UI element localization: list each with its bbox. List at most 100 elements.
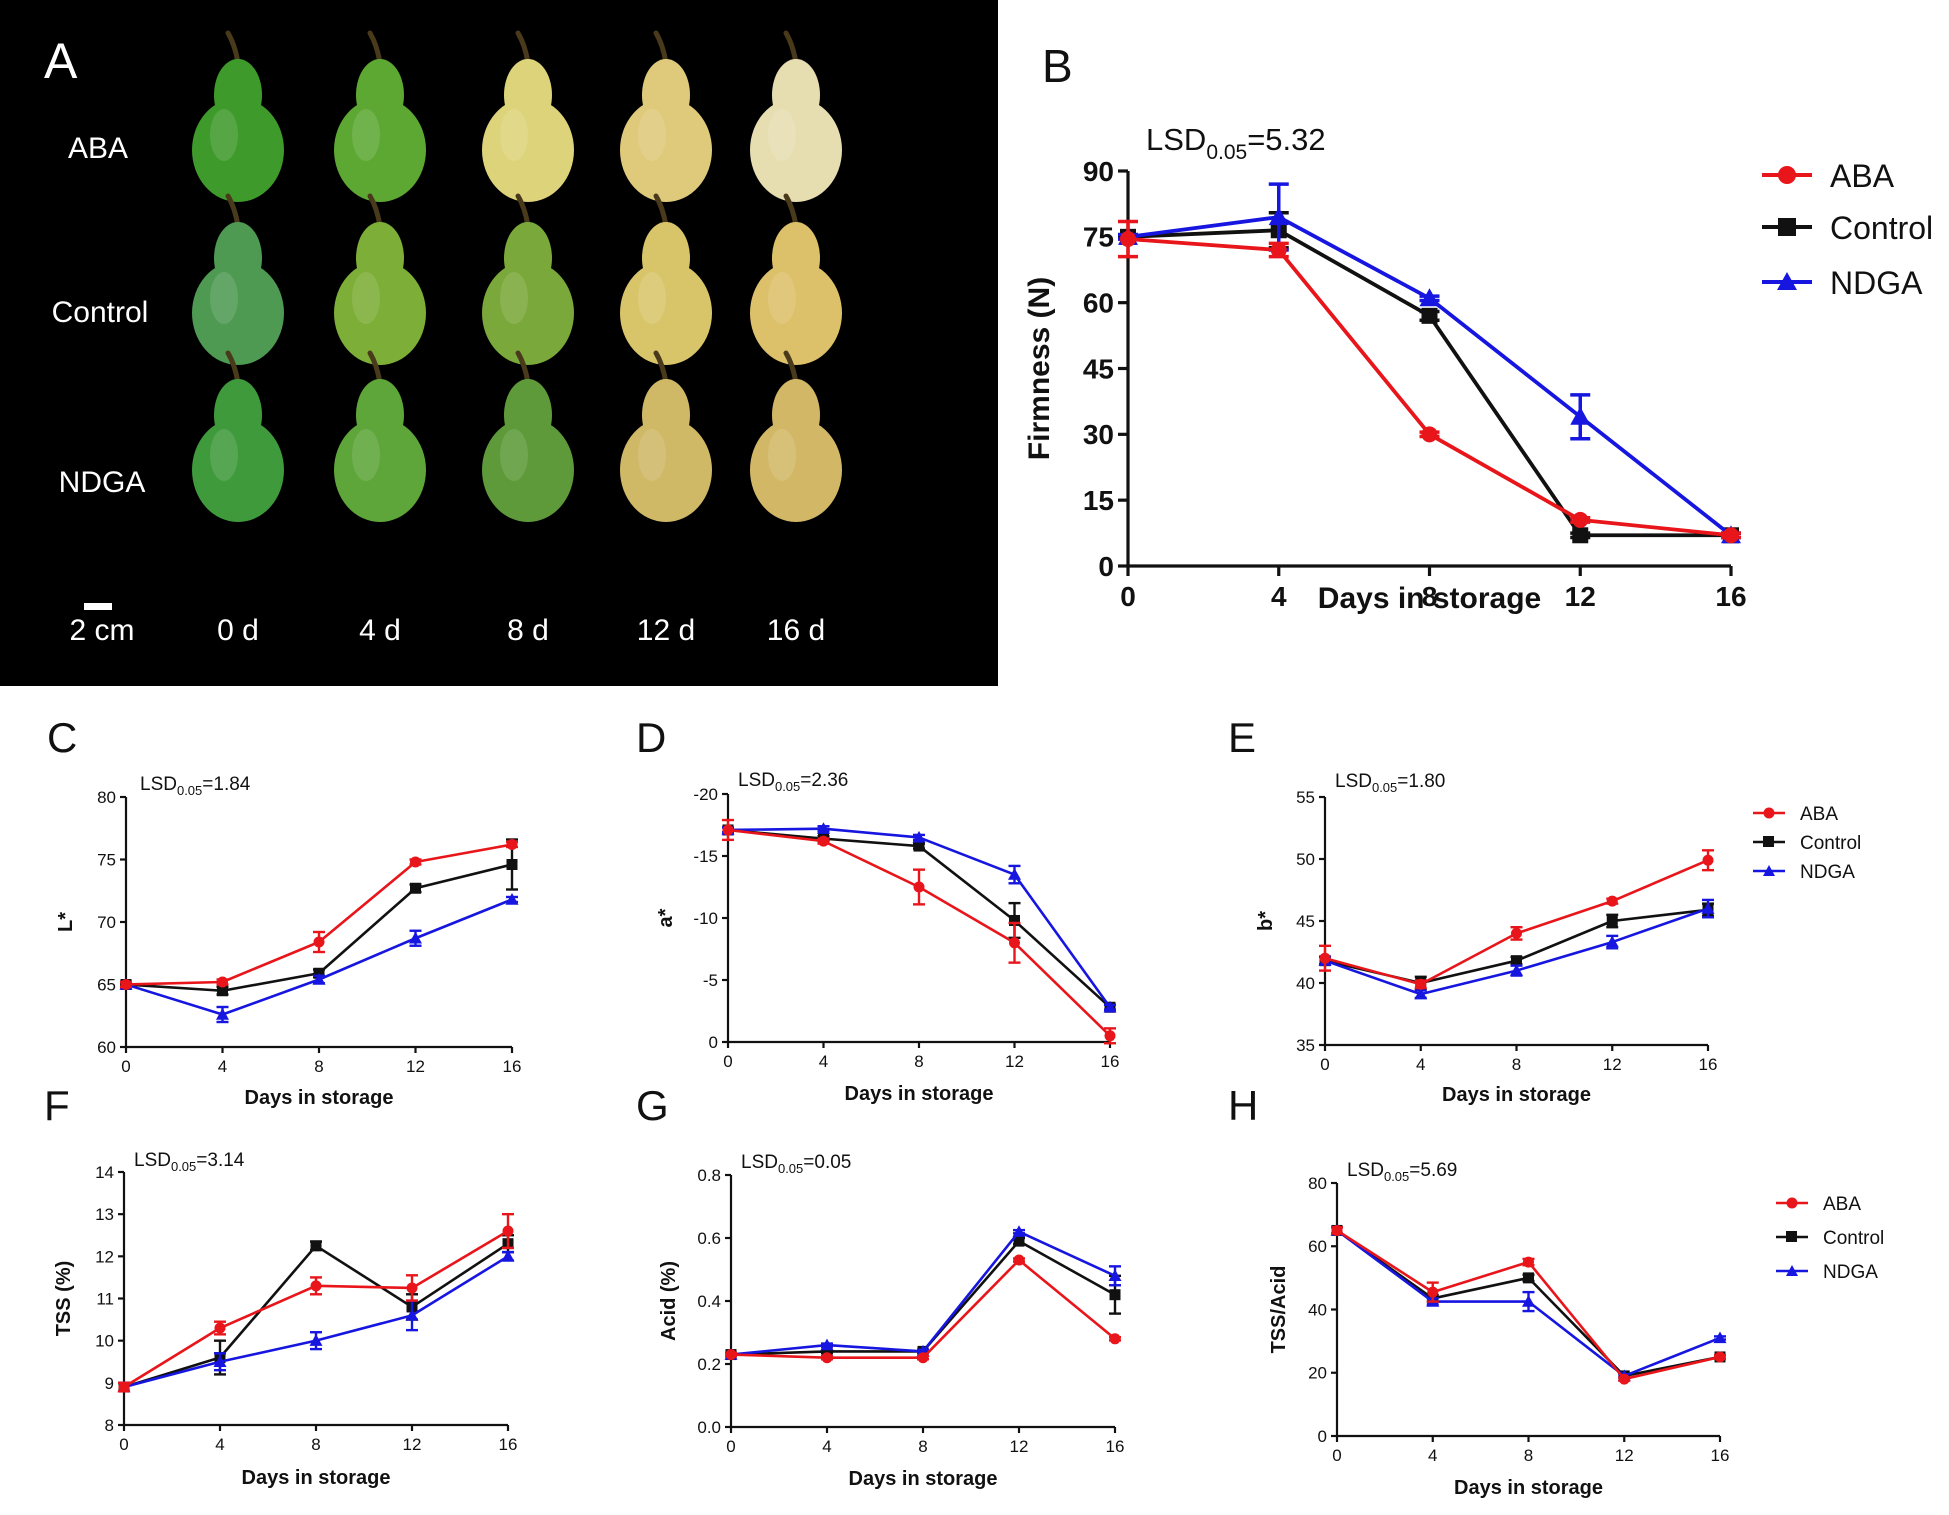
y-tick-label: 40: [1296, 974, 1315, 993]
lsd-annotation: LSD0.05=1.80: [1335, 771, 1445, 795]
legend-h-control-marker: [1786, 1231, 1797, 1242]
data-point: [1103, 1000, 1117, 1013]
data-point: [217, 976, 228, 988]
day-label-16: 16 d: [767, 614, 825, 647]
data-point: [1120, 231, 1136, 248]
y-tick-label: 0.4: [697, 1292, 721, 1311]
y-tick-label: 8: [105, 1416, 114, 1435]
legend-h-control-label: Control: [1823, 1228, 1884, 1249]
x-tick-label: 0: [119, 1435, 128, 1454]
pear-body: [750, 261, 842, 365]
y-axis-title: a*: [655, 908, 677, 927]
data-point: [722, 824, 734, 836]
y-tick-label: 90: [1083, 156, 1114, 187]
y-axis-title: L*: [55, 912, 77, 932]
series-aba: [722, 818, 1116, 1045]
data-point: [1108, 1269, 1122, 1281]
legend-e-control-marker: [1763, 836, 1774, 847]
data-point: [1618, 1373, 1630, 1385]
series-control: [1118, 210, 1741, 544]
x-tick-label: 12: [406, 1057, 425, 1076]
pear-body: [620, 98, 712, 202]
pear-highlight: [638, 429, 666, 481]
series-line: [123, 1255, 509, 1389]
y-tick-label: -20: [693, 785, 718, 804]
photo-row-label-ndga: NDGA: [59, 466, 146, 499]
data-point: [1268, 207, 1289, 226]
legend-b-control-label: Control: [1830, 210, 1933, 246]
photo-row-label-control: Control: [52, 296, 149, 329]
pear-body: [620, 261, 712, 365]
data-point: [1702, 854, 1714, 866]
y-axis-title: b*: [1255, 911, 1277, 931]
y-tick-label: 12: [95, 1247, 114, 1266]
pear-highlight: [500, 109, 528, 161]
x-tick-label: 4: [1271, 581, 1287, 612]
data-point: [821, 1345, 833, 1357]
data-point: [214, 1322, 226, 1334]
pear-fruit: [334, 30, 426, 202]
pear-body: [334, 418, 426, 522]
pear-highlight: [768, 272, 796, 324]
pear-body: [192, 418, 284, 522]
lsd-annotation: LSD0.05=3.14: [134, 1150, 245, 1174]
series-aba: [120, 839, 518, 990]
y-tick-label: 60: [1308, 1237, 1327, 1256]
y-tick-label: 60: [1083, 287, 1114, 318]
data-point: [1714, 1351, 1726, 1363]
x-tick-label: 12: [1615, 1446, 1634, 1465]
pear-body: [192, 98, 284, 202]
legend-b-control-marker: [1778, 218, 1796, 236]
series-control: [120, 838, 518, 997]
pear-fruit: [482, 350, 574, 522]
y-tick-label: 50: [1296, 850, 1315, 869]
y-tick-label: 60: [97, 1038, 116, 1057]
y-tick-label: 80: [1308, 1174, 1327, 1193]
data-point: [216, 1008, 229, 1020]
series-ndga: [724, 1225, 1122, 1360]
scale-bar: [84, 603, 112, 610]
series-line: [730, 1239, 1116, 1356]
data-point: [120, 979, 132, 990]
chart-panel-c: C LSD0.05=1.84 60 65 70 75 80 0 4 8 12 16 Days in st…: [47, 714, 521, 1109]
x-axis-title: Days in storage: [1318, 582, 1541, 615]
legend-b-ndga-marker: [1777, 272, 1797, 290]
pear-fruit: [482, 30, 574, 202]
data-point: [1009, 914, 1020, 926]
y-tick-label: 45: [1296, 912, 1315, 931]
data-point: [1008, 868, 1021, 880]
pear-body: [334, 98, 426, 202]
series-ndga: [1330, 1223, 1727, 1382]
chart-panel-f: F LSD0.05=3.14 8 9 10 11 12 13 14 0 4 8 12 16 Days in …: [44, 1082, 517, 1489]
data-point: [310, 1240, 322, 1252]
data-point: [1013, 1235, 1025, 1247]
legend-b-ndga-label: NDGA: [1830, 265, 1923, 301]
series-aba: [1118, 219, 1741, 544]
y-tick-label: 30: [1083, 419, 1114, 450]
x-axis-title: Days in storage: [845, 1083, 994, 1105]
data-point: [1511, 927, 1522, 939]
day-label-12: 12 d: [637, 614, 695, 647]
x-tick-label: 12: [1010, 1437, 1029, 1456]
data-point: [1331, 1224, 1343, 1236]
data-point: [820, 1338, 834, 1351]
series-aba: [1331, 1224, 1726, 1385]
pear-body: [482, 98, 574, 202]
x-tick-label: 16: [1699, 1055, 1718, 1074]
x-tick-label: 4: [1428, 1446, 1437, 1465]
data-point: [1414, 987, 1428, 1000]
y-axis-title: TSS/Acid: [1268, 1266, 1290, 1354]
y-tick-label: -15: [693, 847, 718, 866]
data-point: [1421, 426, 1438, 443]
data-point: [912, 830, 926, 843]
data-point: [1523, 1256, 1534, 1268]
y-tick-label: 0: [1098, 551, 1114, 582]
pear-highlight: [210, 429, 238, 481]
x-tick-label: 0: [1120, 581, 1136, 612]
photo-row-label-aba: ABA: [68, 132, 128, 165]
pear-highlight: [768, 429, 796, 481]
x-tick-label: 16: [1711, 1446, 1730, 1465]
data-point: [501, 1249, 515, 1262]
x-axis-title: Days in storage: [1442, 1084, 1591, 1106]
pear-fruit: [334, 350, 426, 522]
